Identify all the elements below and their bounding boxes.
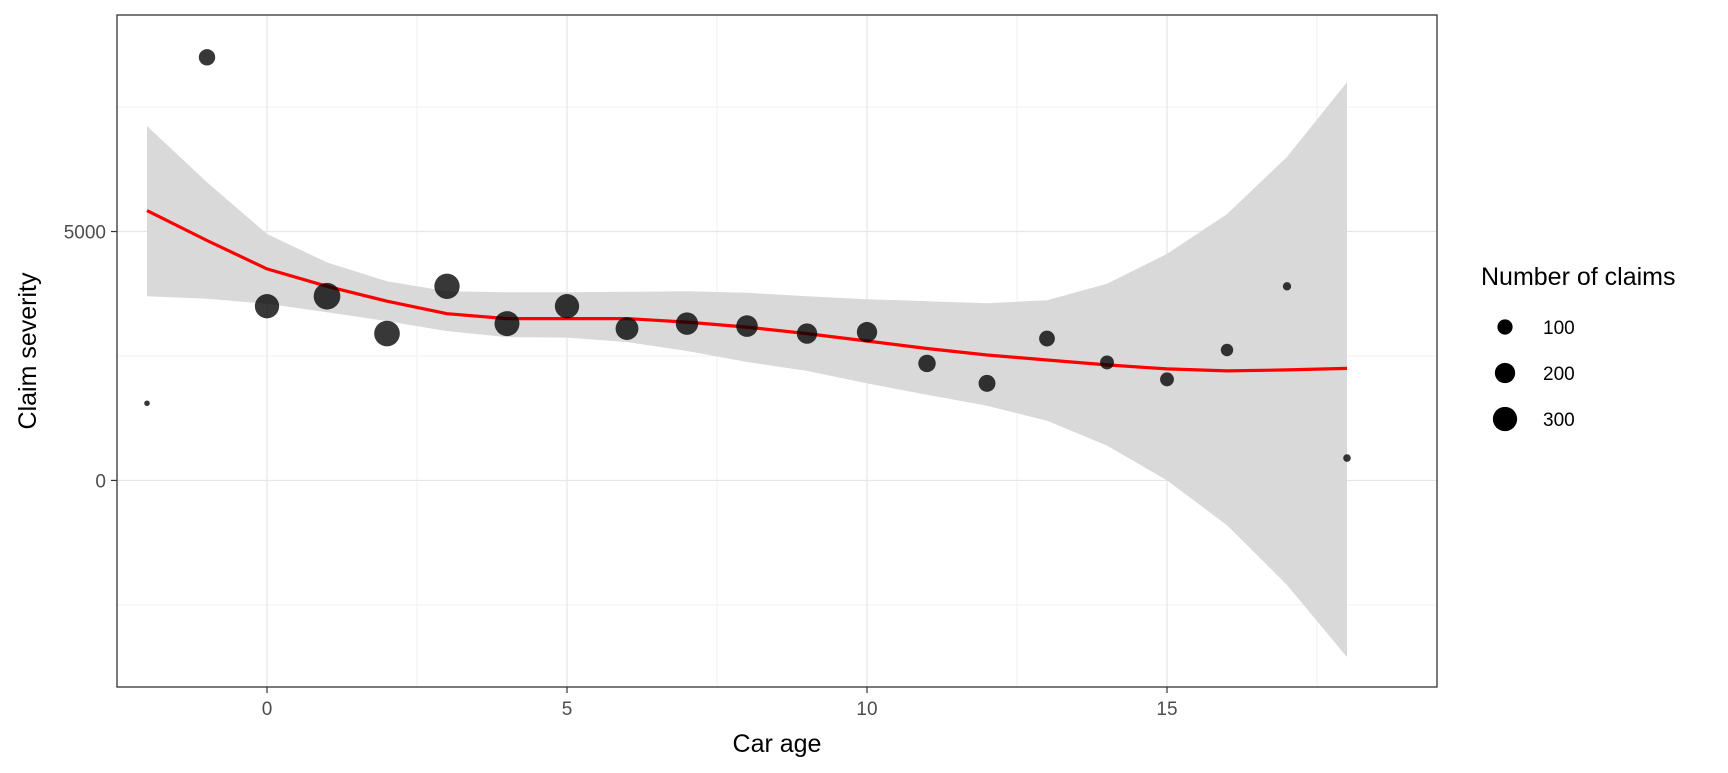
legend-label: 100 bbox=[1543, 318, 1575, 339]
data-point bbox=[554, 294, 580, 319]
data-point bbox=[675, 312, 699, 335]
y-axis-title: Claim severity bbox=[14, 272, 42, 429]
data-point bbox=[1160, 372, 1174, 387]
data-point bbox=[736, 315, 758, 337]
legend: Number of claims 100 200 300 bbox=[1481, 263, 1676, 432]
data-point bbox=[144, 400, 150, 407]
legend-key bbox=[1492, 406, 1518, 432]
data-point bbox=[494, 311, 520, 337]
x-tick-label: 0 bbox=[262, 699, 273, 720]
panel-border bbox=[116, 14, 1438, 688]
confidence-ribbon bbox=[147, 82, 1347, 658]
legend-label: 300 bbox=[1543, 410, 1575, 431]
legend-title: Number of claims bbox=[1481, 263, 1676, 291]
legend-key bbox=[1497, 319, 1513, 335]
data-point bbox=[856, 321, 878, 343]
data-point bbox=[1100, 355, 1114, 370]
data-point bbox=[434, 273, 460, 299]
x-axis-title: Car age bbox=[733, 730, 822, 758]
x-tick-label: 15 bbox=[1156, 699, 1177, 720]
legend-key bbox=[1494, 362, 1516, 384]
data-point bbox=[1039, 330, 1055, 347]
data-point bbox=[978, 374, 996, 392]
data-point bbox=[198, 49, 216, 66]
data-point bbox=[1343, 454, 1351, 462]
data-point bbox=[1220, 343, 1234, 357]
confidence-band bbox=[147, 82, 1347, 658]
x-tick-label: 10 bbox=[856, 699, 877, 720]
data-point bbox=[374, 320, 400, 347]
data-point bbox=[313, 282, 341, 310]
data-point bbox=[254, 294, 280, 319]
x-tick-label: 5 bbox=[562, 699, 573, 720]
data-point bbox=[615, 317, 639, 340]
y-tick-label: 0 bbox=[95, 471, 106, 492]
data-point bbox=[918, 354, 936, 373]
data-points bbox=[144, 49, 1351, 462]
axes: 0 5 10 15 0 5000 bbox=[64, 223, 1178, 720]
data-point bbox=[1282, 282, 1292, 291]
y-tick-label: 5000 bbox=[64, 223, 106, 244]
legend-label: 200 bbox=[1543, 364, 1575, 385]
data-point bbox=[796, 323, 818, 344]
